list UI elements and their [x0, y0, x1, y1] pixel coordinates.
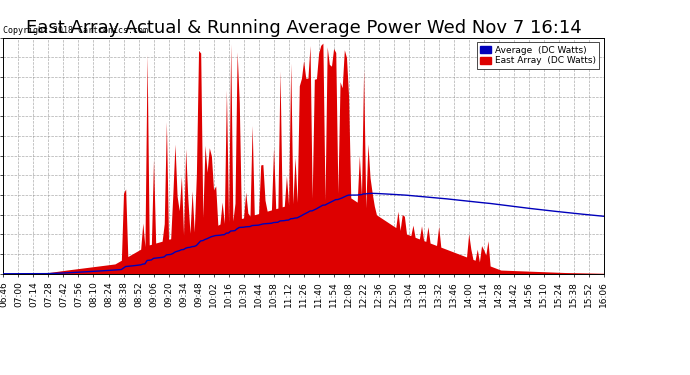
- Text: Copyright 2018 Cartronics.com: Copyright 2018 Cartronics.com: [3, 26, 148, 35]
- Title: East Array Actual & Running Average Power Wed Nov 7 16:14: East Array Actual & Running Average Powe…: [26, 20, 582, 38]
- Legend: Average  (DC Watts), East Array  (DC Watts): Average (DC Watts), East Array (DC Watts…: [477, 42, 599, 69]
